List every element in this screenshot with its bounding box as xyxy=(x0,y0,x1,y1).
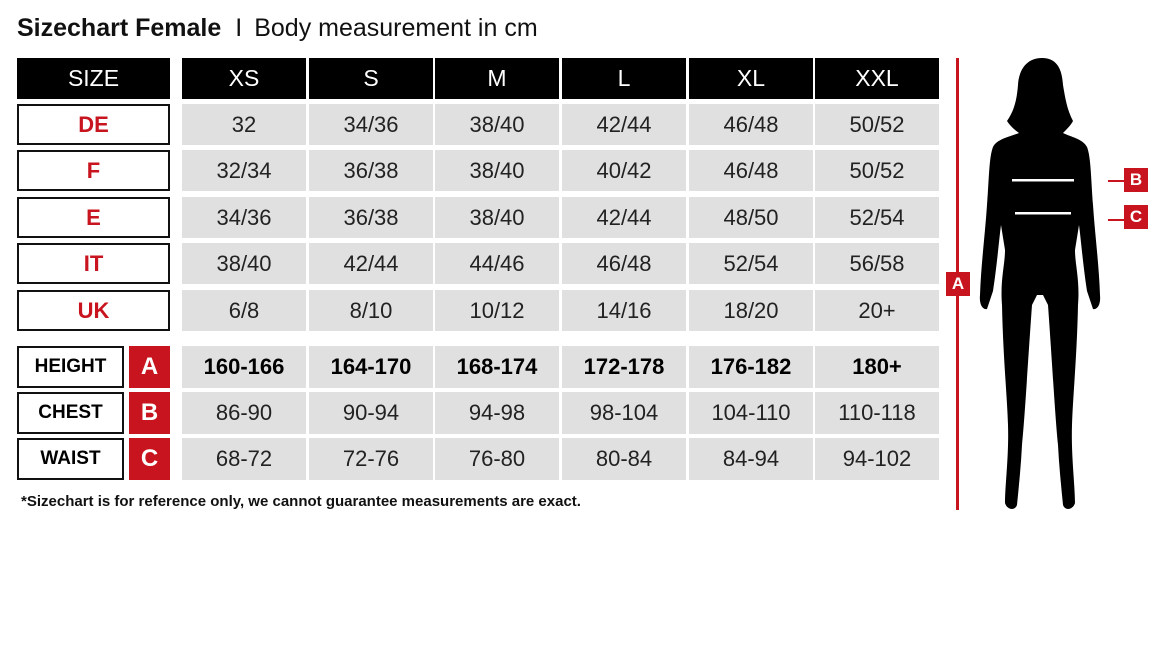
table-cell: 48/50 xyxy=(689,197,813,238)
size-header-xs: XS xyxy=(182,58,306,99)
table-cell: 40/42 xyxy=(562,150,686,191)
table-cell: 110-118 xyxy=(815,392,939,434)
size-header-xl: XL xyxy=(689,58,813,99)
table-cell: 76-80 xyxy=(435,438,559,480)
table-cell: 94-98 xyxy=(435,392,559,434)
table-cell: 46/48 xyxy=(689,104,813,145)
table-cell: 18/20 xyxy=(689,290,813,331)
size-header-m: M xyxy=(435,58,559,99)
table-cell: 42/44 xyxy=(562,104,686,145)
table-cell: 20+ xyxy=(815,290,939,331)
row-label-f: F xyxy=(17,150,170,191)
table-cell: 94-102 xyxy=(815,438,939,480)
table-cell: 50/52 xyxy=(815,150,939,191)
table-cell: 86-90 xyxy=(182,392,306,434)
table-cell: 168-174 xyxy=(435,346,559,388)
size-header-label: SIZE xyxy=(17,58,170,99)
table-cell: 42/44 xyxy=(562,197,686,238)
table-cell: 80-84 xyxy=(562,438,686,480)
marker-a: A xyxy=(129,346,170,388)
table-cell: 160-166 xyxy=(182,346,306,388)
table-cell: 6/8 xyxy=(182,290,306,331)
table-cell: 38/40 xyxy=(182,243,306,284)
disclaimer-note: *Sizechart is for reference only, we can… xyxy=(21,493,581,510)
table-cell: 38/40 xyxy=(435,150,559,191)
table-cell: 34/36 xyxy=(182,197,306,238)
table-cell: 10/12 xyxy=(435,290,559,331)
row-label-height: HEIGHT xyxy=(17,346,124,388)
table-cell: 52/54 xyxy=(689,243,813,284)
waist-marker: C xyxy=(1124,205,1148,229)
table-cell: 42/44 xyxy=(309,243,433,284)
table-cell: 38/40 xyxy=(435,104,559,145)
table-cell: 34/36 xyxy=(309,104,433,145)
size-header-s: S xyxy=(309,58,433,99)
marker-b: B xyxy=(129,392,170,434)
row-label-uk: UK xyxy=(17,290,170,331)
title-subtitle: Body measurement in cm xyxy=(254,14,538,42)
row-label-de: DE xyxy=(17,104,170,145)
table-cell: 98-104 xyxy=(562,392,686,434)
row-label-chest: CHEST xyxy=(17,392,124,434)
row-label-waist: WAIST xyxy=(17,438,124,480)
table-cell: 172-178 xyxy=(562,346,686,388)
table-cell: 36/38 xyxy=(309,197,433,238)
table-cell: 68-72 xyxy=(182,438,306,480)
table-cell: 46/48 xyxy=(689,150,813,191)
table-cell: 38/40 xyxy=(435,197,559,238)
table-cell: 52/54 xyxy=(815,197,939,238)
size-header-xxl: XXL xyxy=(815,58,939,99)
title-separator: I xyxy=(235,14,243,42)
table-cell: 72-76 xyxy=(309,438,433,480)
table-cell: 164-170 xyxy=(309,346,433,388)
table-cell: 46/48 xyxy=(562,243,686,284)
table-cell: 180+ xyxy=(815,346,939,388)
waist-line xyxy=(1108,219,1124,221)
table-cell: 32/34 xyxy=(182,150,306,191)
size-header-l: L xyxy=(562,58,686,99)
marker-c: C xyxy=(129,438,170,480)
chest-marker: B xyxy=(1124,168,1148,192)
chest-line xyxy=(1108,180,1124,182)
table-cell: 84-94 xyxy=(689,438,813,480)
page-title: Sizechart Female I Body measurement in cm xyxy=(17,14,538,43)
table-cell: 104-110 xyxy=(689,392,813,434)
table-cell: 176-182 xyxy=(689,346,813,388)
table-cell: 90-94 xyxy=(309,392,433,434)
title-main: Sizechart Female xyxy=(17,14,222,42)
height-marker: A xyxy=(946,272,970,296)
row-label-e: E xyxy=(17,197,170,238)
table-cell: 14/16 xyxy=(562,290,686,331)
table-cell: 50/52 xyxy=(815,104,939,145)
woman-silhouette-icon xyxy=(979,58,1101,509)
row-label-it: IT xyxy=(17,243,170,284)
table-cell: 36/38 xyxy=(309,150,433,191)
table-cell: 56/58 xyxy=(815,243,939,284)
table-cell: 8/10 xyxy=(309,290,433,331)
table-cell: 44/46 xyxy=(435,243,559,284)
table-cell: 32 xyxy=(182,104,306,145)
